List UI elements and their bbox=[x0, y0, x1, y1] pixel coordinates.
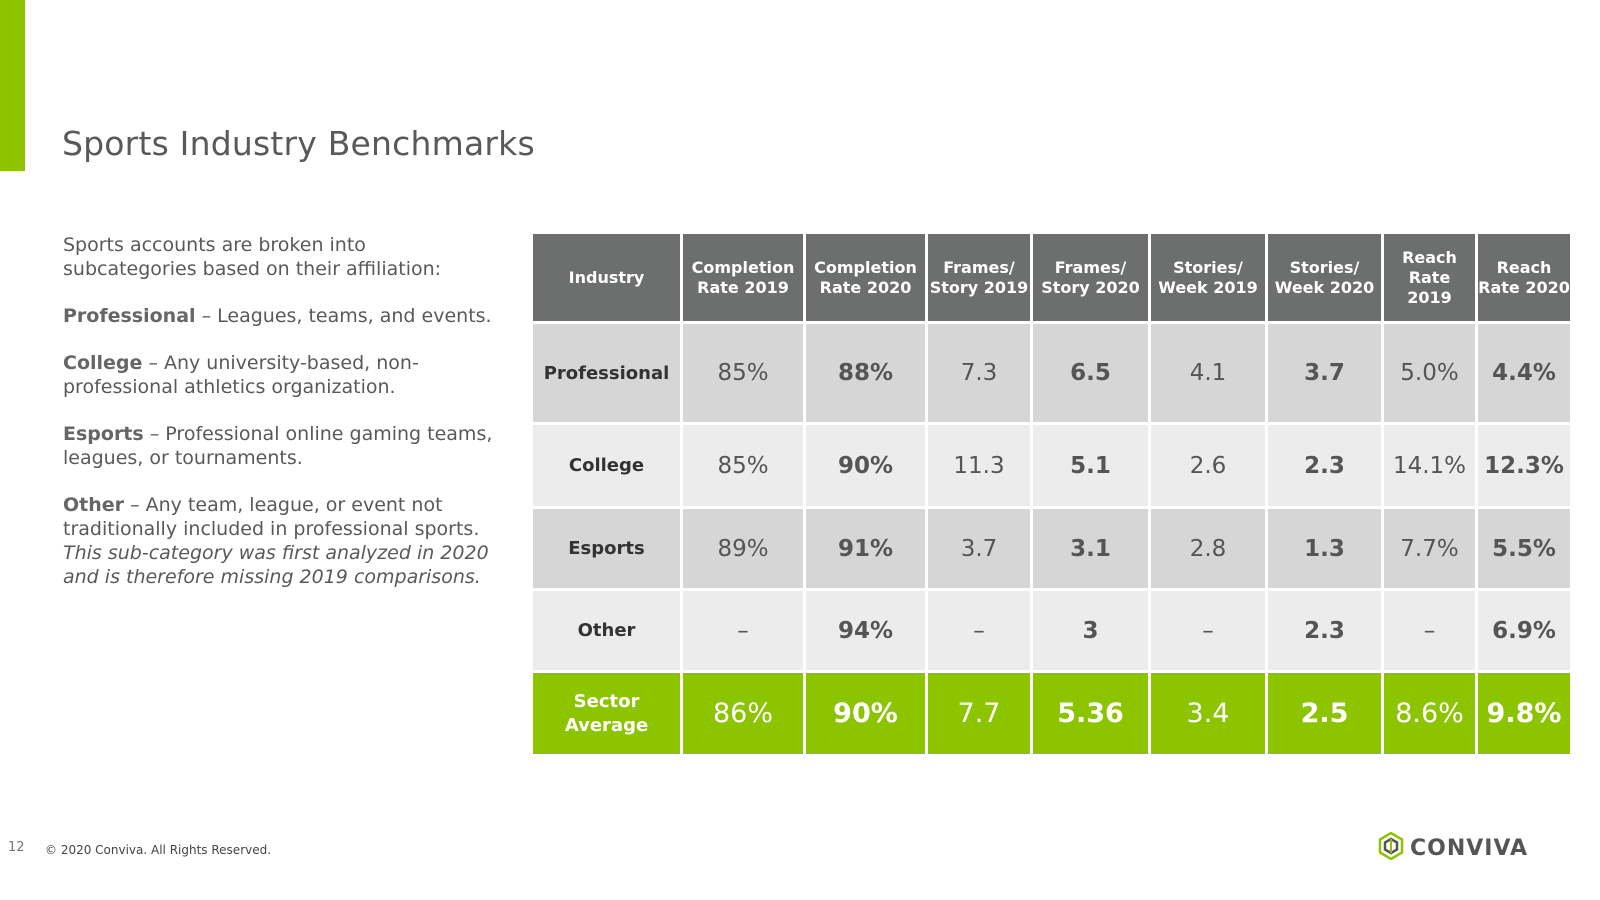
value-cell: 5.36 bbox=[1030, 670, 1151, 757]
accent-bar bbox=[0, 0, 25, 171]
column-header: Reach Rate 2020 bbox=[1475, 231, 1573, 324]
description-item-other: Other – Any team, league, or event not t… bbox=[63, 493, 503, 589]
value-cell: 2.3 bbox=[1265, 422, 1384, 509]
column-header: Frames/ Story 2020 bbox=[1030, 231, 1151, 324]
sector-average-row: Sector Average 86% 90% 7.7 5.36 3.4 2.5 … bbox=[530, 670, 1573, 757]
value-cell: 14.1% bbox=[1381, 422, 1478, 509]
table-row: Other – 94% – 3 – 2.3 – 6.9% bbox=[530, 588, 1573, 673]
value-cell: 88% bbox=[803, 321, 928, 425]
value-cell: 5.1 bbox=[1030, 422, 1151, 509]
value-cell: 4.1 bbox=[1148, 321, 1268, 425]
description-item-esports: Esports – Professional online gaming tea… bbox=[63, 422, 503, 470]
value-cell: 2.5 bbox=[1265, 670, 1384, 757]
industry-cell: College bbox=[530, 422, 683, 509]
column-header: Stories/ Week 2020 bbox=[1265, 231, 1384, 324]
value-cell: 2.6 bbox=[1148, 422, 1268, 509]
value-cell: 2.8 bbox=[1148, 506, 1268, 591]
term-text: – Leagues, teams, and events. bbox=[195, 305, 492, 327]
table-header-row: Industry Completion Rate 2019 Completion… bbox=[530, 231, 1573, 324]
table-row: Esports 89% 91% 3.7 3.1 2.8 1.3 7.7% 5.5… bbox=[530, 506, 1573, 591]
value-cell: – bbox=[925, 588, 1033, 673]
value-cell: 7.7% bbox=[1381, 506, 1478, 591]
value-cell: 12.3% bbox=[1475, 422, 1573, 509]
page-title: Sports Industry Benchmarks bbox=[62, 124, 535, 163]
value-cell: 3.7 bbox=[925, 506, 1033, 591]
brand-name: CONVIVA bbox=[1410, 835, 1529, 861]
page-number: 12 bbox=[8, 840, 25, 855]
term-label: Professional bbox=[63, 305, 196, 327]
value-cell: – bbox=[1381, 588, 1478, 673]
conviva-logo: CONVIVA bbox=[1378, 831, 1529, 864]
value-cell: 6.5 bbox=[1030, 321, 1151, 425]
value-cell: 3.7 bbox=[1265, 321, 1384, 425]
industry-cell: Professional bbox=[530, 321, 683, 425]
term-note: This sub-category was first analyzed in … bbox=[63, 542, 489, 588]
value-cell: 8.6% bbox=[1381, 670, 1478, 757]
value-cell: 1.3 bbox=[1265, 506, 1384, 591]
value-cell: 86% bbox=[680, 670, 806, 757]
copyright-notice: © 2020 Conviva. All Rights Reserved. bbox=[45, 843, 272, 857]
value-cell: 94% bbox=[803, 588, 928, 673]
term-text: – Any university-based, non-professional… bbox=[63, 352, 419, 398]
term-text: – Any team, league, or event not traditi… bbox=[63, 494, 480, 540]
term-label: College bbox=[63, 352, 143, 374]
benchmarks-table: Industry Completion Rate 2019 Completion… bbox=[530, 231, 1573, 757]
value-cell: 90% bbox=[803, 670, 928, 757]
value-cell: 5.0% bbox=[1381, 321, 1478, 425]
description-intro: Sports accounts are broken into subcateg… bbox=[63, 234, 442, 280]
column-header: Stories/ Week 2019 bbox=[1148, 231, 1268, 324]
value-cell: – bbox=[1148, 588, 1268, 673]
description-item-professional: Professional – Leagues, teams, and event… bbox=[63, 304, 503, 328]
column-header: Completion Rate 2019 bbox=[680, 231, 806, 324]
value-cell: 85% bbox=[680, 422, 806, 509]
value-cell: 3 bbox=[1030, 588, 1151, 673]
value-cell: 85% bbox=[680, 321, 806, 425]
value-cell: 7.3 bbox=[925, 321, 1033, 425]
industry-cell: Other bbox=[530, 588, 683, 673]
value-cell: 5.5% bbox=[1475, 506, 1573, 591]
value-cell: 2.3 bbox=[1265, 588, 1384, 673]
value-cell: 3.1 bbox=[1030, 506, 1151, 591]
value-cell: 11.3 bbox=[925, 422, 1033, 509]
conviva-logo-icon bbox=[1378, 831, 1404, 864]
term-label: Other bbox=[63, 494, 125, 516]
value-cell: 3.4 bbox=[1148, 670, 1268, 757]
column-header: Completion Rate 2020 bbox=[803, 231, 928, 324]
value-cell: 9.8% bbox=[1475, 670, 1573, 757]
column-header: Industry bbox=[530, 231, 683, 324]
industry-cell: Esports bbox=[530, 506, 683, 591]
term-label: Esports bbox=[63, 423, 144, 445]
value-cell: 7.7 bbox=[925, 670, 1033, 757]
table-row: College 85% 90% 11.3 5.1 2.6 2.3 14.1% 1… bbox=[530, 422, 1573, 509]
industry-cell: Sector Average bbox=[530, 670, 683, 757]
table-row: Professional 85% 88% 7.3 6.5 4.1 3.7 5.0… bbox=[530, 321, 1573, 425]
term-text: – Professional online gaming teams, leag… bbox=[63, 423, 493, 469]
description-item-college: College – Any university-based, non-prof… bbox=[63, 351, 503, 399]
value-cell: 4.4% bbox=[1475, 321, 1573, 425]
value-cell: 6.9% bbox=[1475, 588, 1573, 673]
value-cell: – bbox=[680, 588, 806, 673]
value-cell: 90% bbox=[803, 422, 928, 509]
description-panel: Sports accounts are broken into subcateg… bbox=[63, 233, 503, 612]
column-header: Reach Rate 2019 bbox=[1381, 231, 1478, 324]
column-header: Frames/ Story 2019 bbox=[925, 231, 1033, 324]
value-cell: 91% bbox=[803, 506, 928, 591]
value-cell: 89% bbox=[680, 506, 806, 591]
